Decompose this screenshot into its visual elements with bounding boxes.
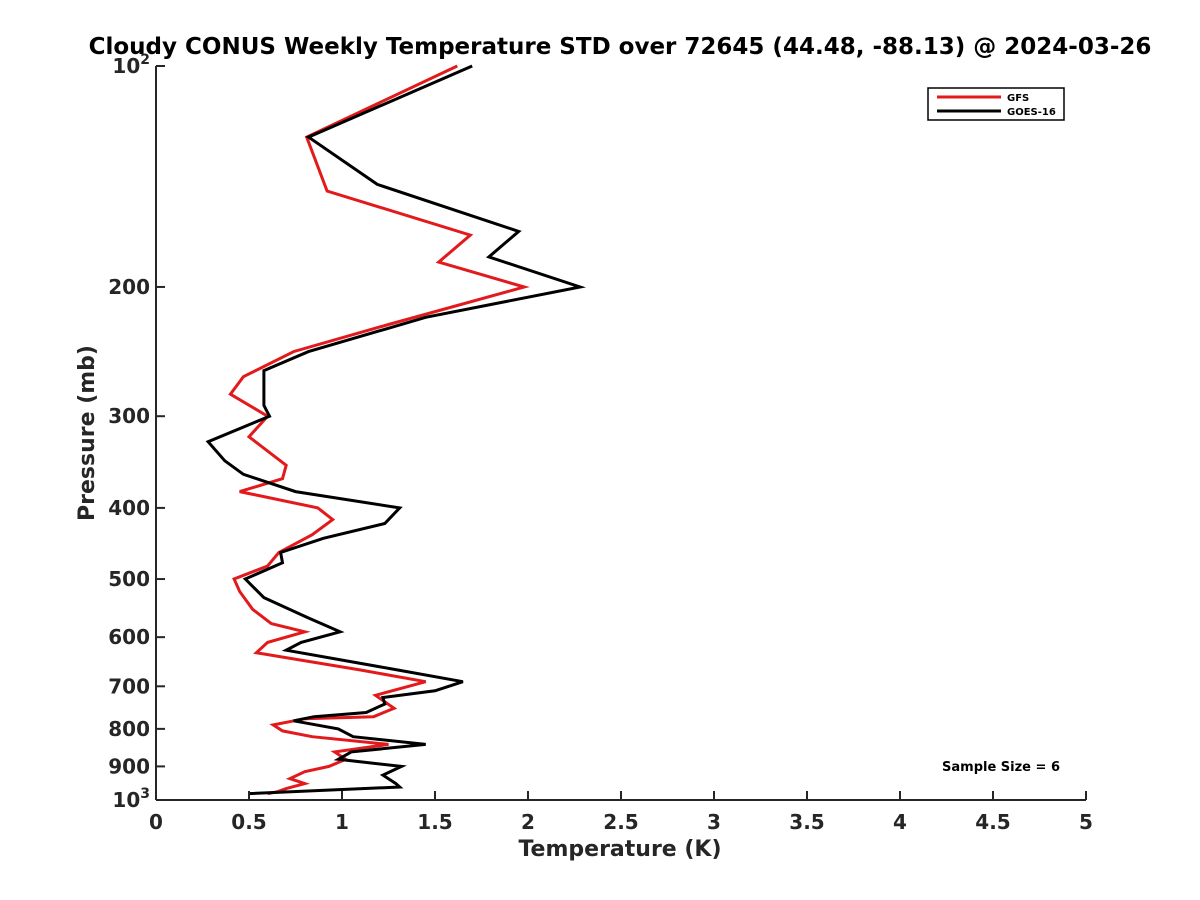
series-layer xyxy=(205,64,587,796)
y-tick-label: 700 xyxy=(108,674,150,698)
x-tick-label: 1 xyxy=(335,810,349,834)
y-tick-label: 102 xyxy=(112,52,150,78)
x-tick-label: 3 xyxy=(707,810,721,834)
y-tick-label-base: 300 xyxy=(108,404,150,428)
x-tick-label: 4 xyxy=(893,810,907,834)
y-tick-label: 300 xyxy=(108,404,150,428)
legend-label-goes-16: GOES-16 xyxy=(1007,107,1056,118)
annotations-layer: Sample Size = 6 xyxy=(942,760,1060,775)
y-tick-label: 800 xyxy=(108,717,150,741)
y-tick-label: 500 xyxy=(108,567,150,591)
y-tick-label-base: 10 xyxy=(112,788,140,812)
x-axis-title: Temperature (K) xyxy=(518,837,721,862)
y-tick-label: 400 xyxy=(108,496,150,520)
series-line-gfs xyxy=(228,64,530,796)
series-line-goes-16 xyxy=(205,64,587,796)
x-tick-label: 4.5 xyxy=(975,810,1010,834)
y-axis-title: Pressure (mb) xyxy=(75,345,100,521)
axes-layer: 0 0.5 1 1.5 2 2.5 3 3.5 4 4.5 51022003004005006007… xyxy=(108,52,1093,834)
y-tick-label-base: 600 xyxy=(108,625,150,649)
legend-box xyxy=(927,87,1065,121)
y-tick-label-exponent: 2 xyxy=(140,52,150,68)
y-tick-label: 103 xyxy=(112,786,150,812)
x-tick-label: 0.5 xyxy=(231,810,266,834)
sample-size-annotation: Sample Size = 6 xyxy=(942,760,1060,775)
y-tick-label-base: 900 xyxy=(108,754,150,778)
y-tick-label-base: 500 xyxy=(108,567,150,591)
y-tick-label-exponent: 3 xyxy=(140,786,150,802)
x-tick-label: 3.5 xyxy=(789,810,824,834)
y-tick-label: 600 xyxy=(108,625,150,649)
x-tick-label: 2 xyxy=(521,810,535,834)
y-tick-label-base: 800 xyxy=(108,717,150,741)
x-tick-label: 5 xyxy=(1079,810,1093,834)
legend: GFS GOES-16 xyxy=(927,87,1065,121)
x-tick-label: 2.5 xyxy=(603,810,638,834)
y-tick-label-base: 400 xyxy=(108,496,150,520)
y-tick-label: 200 xyxy=(108,275,150,299)
y-tick-label-base: 10 xyxy=(112,54,140,78)
y-tick-label: 900 xyxy=(108,754,150,778)
y-tick-label-base: 700 xyxy=(108,674,150,698)
chart-title: Cloudy CONUS Weekly Temperature STD over… xyxy=(89,34,1152,60)
y-tick-label-base: 200 xyxy=(108,275,150,299)
legend-label-gfs: GFS xyxy=(1007,93,1029,104)
x-tick-label: 0 xyxy=(149,810,163,834)
x-tick-label: 1.5 xyxy=(417,810,452,834)
